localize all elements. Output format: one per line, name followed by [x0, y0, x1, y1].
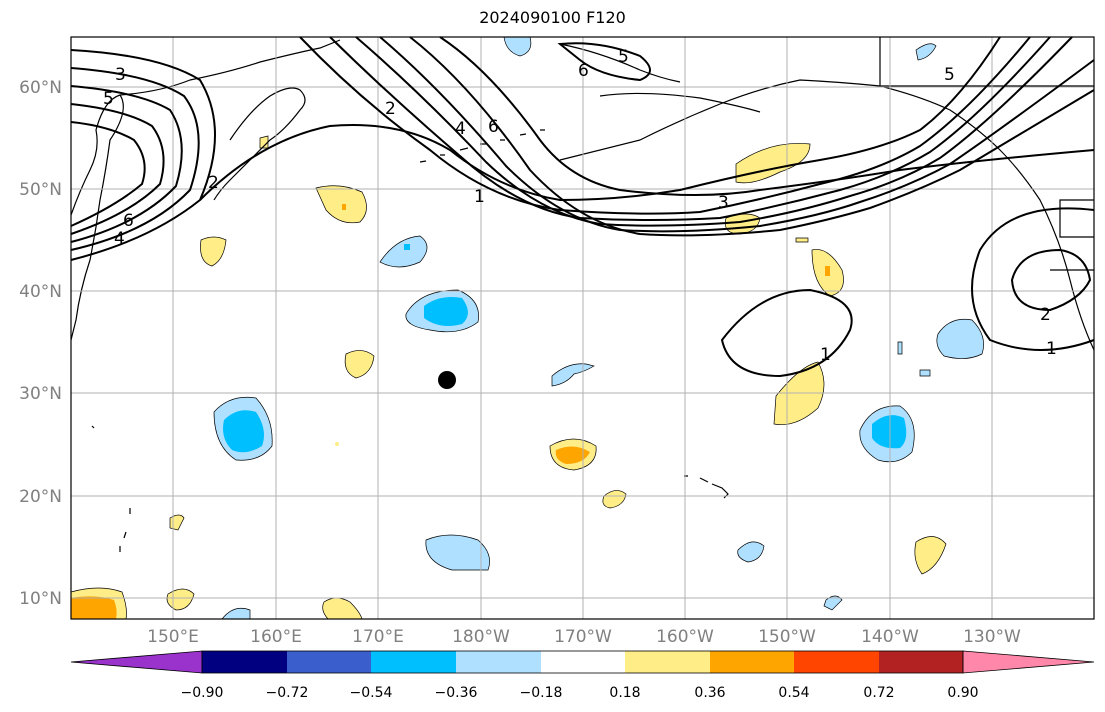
- map-frame: [70, 36, 1095, 620]
- lon-label: 160°E: [250, 627, 302, 647]
- colorbar-segment: [879, 651, 963, 673]
- contour-label: 4: [455, 119, 466, 139]
- colorbar-left-arrow: [70, 650, 203, 674]
- colorbar-tick: −0.54: [350, 685, 393, 701]
- contour-label: 1: [474, 187, 485, 207]
- colorbar-tick: 0.36: [694, 685, 725, 701]
- lon-label: 160°W: [656, 627, 714, 647]
- colorbar-tick: −0.36: [435, 685, 478, 701]
- lon-label: 150°E: [147, 627, 199, 647]
- lon-label: 130°W: [963, 627, 1021, 647]
- lat-label: 20°N: [19, 487, 62, 507]
- contour-labels: 3 5 2 6 4 2 4 6 1 6 5 3 5 1 2 1: [103, 47, 1057, 365]
- colorbar: −0.90 −0.72 −0.54 −0.36 −0.18 0.18 0.36 …: [70, 650, 1095, 701]
- colorbar-segment: [710, 651, 794, 673]
- contour-label: 6: [488, 117, 499, 137]
- contour-label: 5: [618, 47, 629, 67]
- contour-label: 4: [114, 229, 125, 249]
- map-title: 2024090100 F120: [479, 8, 626, 27]
- colorbar-tick: 0.72: [863, 685, 894, 701]
- colorbar-segment: [541, 651, 625, 673]
- colorbar-segment: [202, 651, 287, 673]
- colorbar-segment: [287, 651, 371, 673]
- contour-label: 1: [820, 345, 831, 365]
- latitude-labels: 60°N 50°N 40°N 30°N 20°N 10°N: [19, 78, 62, 609]
- lat-label: 60°N: [19, 78, 62, 98]
- longitude-labels: 150°E 160°E 170°E 180°W 170°W 160°W 150°…: [147, 627, 1021, 647]
- colorbar-right-arrow: [962, 650, 1095, 674]
- colorbar-segment: [371, 651, 456, 673]
- lat-label: 40°N: [19, 282, 62, 302]
- contour-label: 5: [103, 89, 114, 109]
- colorbar-segment: [794, 651, 879, 673]
- colorbar-segment: [625, 651, 710, 673]
- lon-label: 170°E: [352, 627, 404, 647]
- contour-label: 3: [115, 65, 126, 85]
- colorbar-tick: −0.18: [520, 685, 563, 701]
- lon-label: 170°W: [554, 627, 612, 647]
- lat-label: 10°N: [19, 589, 62, 609]
- colorbar-tick: 0.54: [778, 685, 809, 701]
- contour-label: 3: [718, 193, 729, 213]
- lat-label: 50°N: [19, 180, 62, 200]
- lat-label: 30°N: [19, 384, 62, 404]
- contour-label: 6: [578, 61, 589, 81]
- contour-label: 6: [123, 211, 134, 231]
- colorbar-tick: 0.90: [947, 685, 978, 701]
- contours: [70, 36, 1095, 378]
- lon-label: 150°W: [758, 627, 816, 647]
- contour-label: 2: [385, 99, 396, 119]
- coastlines: [70, 37, 1095, 552]
- colorbar-segment: [456, 651, 541, 673]
- contour-label: 5: [944, 65, 955, 85]
- contour-label: 1: [1046, 339, 1057, 359]
- lon-label: 180°W: [452, 627, 510, 647]
- contour-label: 2: [1040, 305, 1051, 325]
- colorbar-tick: −0.90: [181, 685, 224, 701]
- storm-center-dot: [438, 371, 456, 389]
- colorbar-tick: 0.18: [609, 685, 640, 701]
- lon-label: 140°W: [861, 627, 919, 647]
- colorbar-tick: −0.72: [266, 685, 309, 701]
- contour-label: 2: [208, 173, 219, 193]
